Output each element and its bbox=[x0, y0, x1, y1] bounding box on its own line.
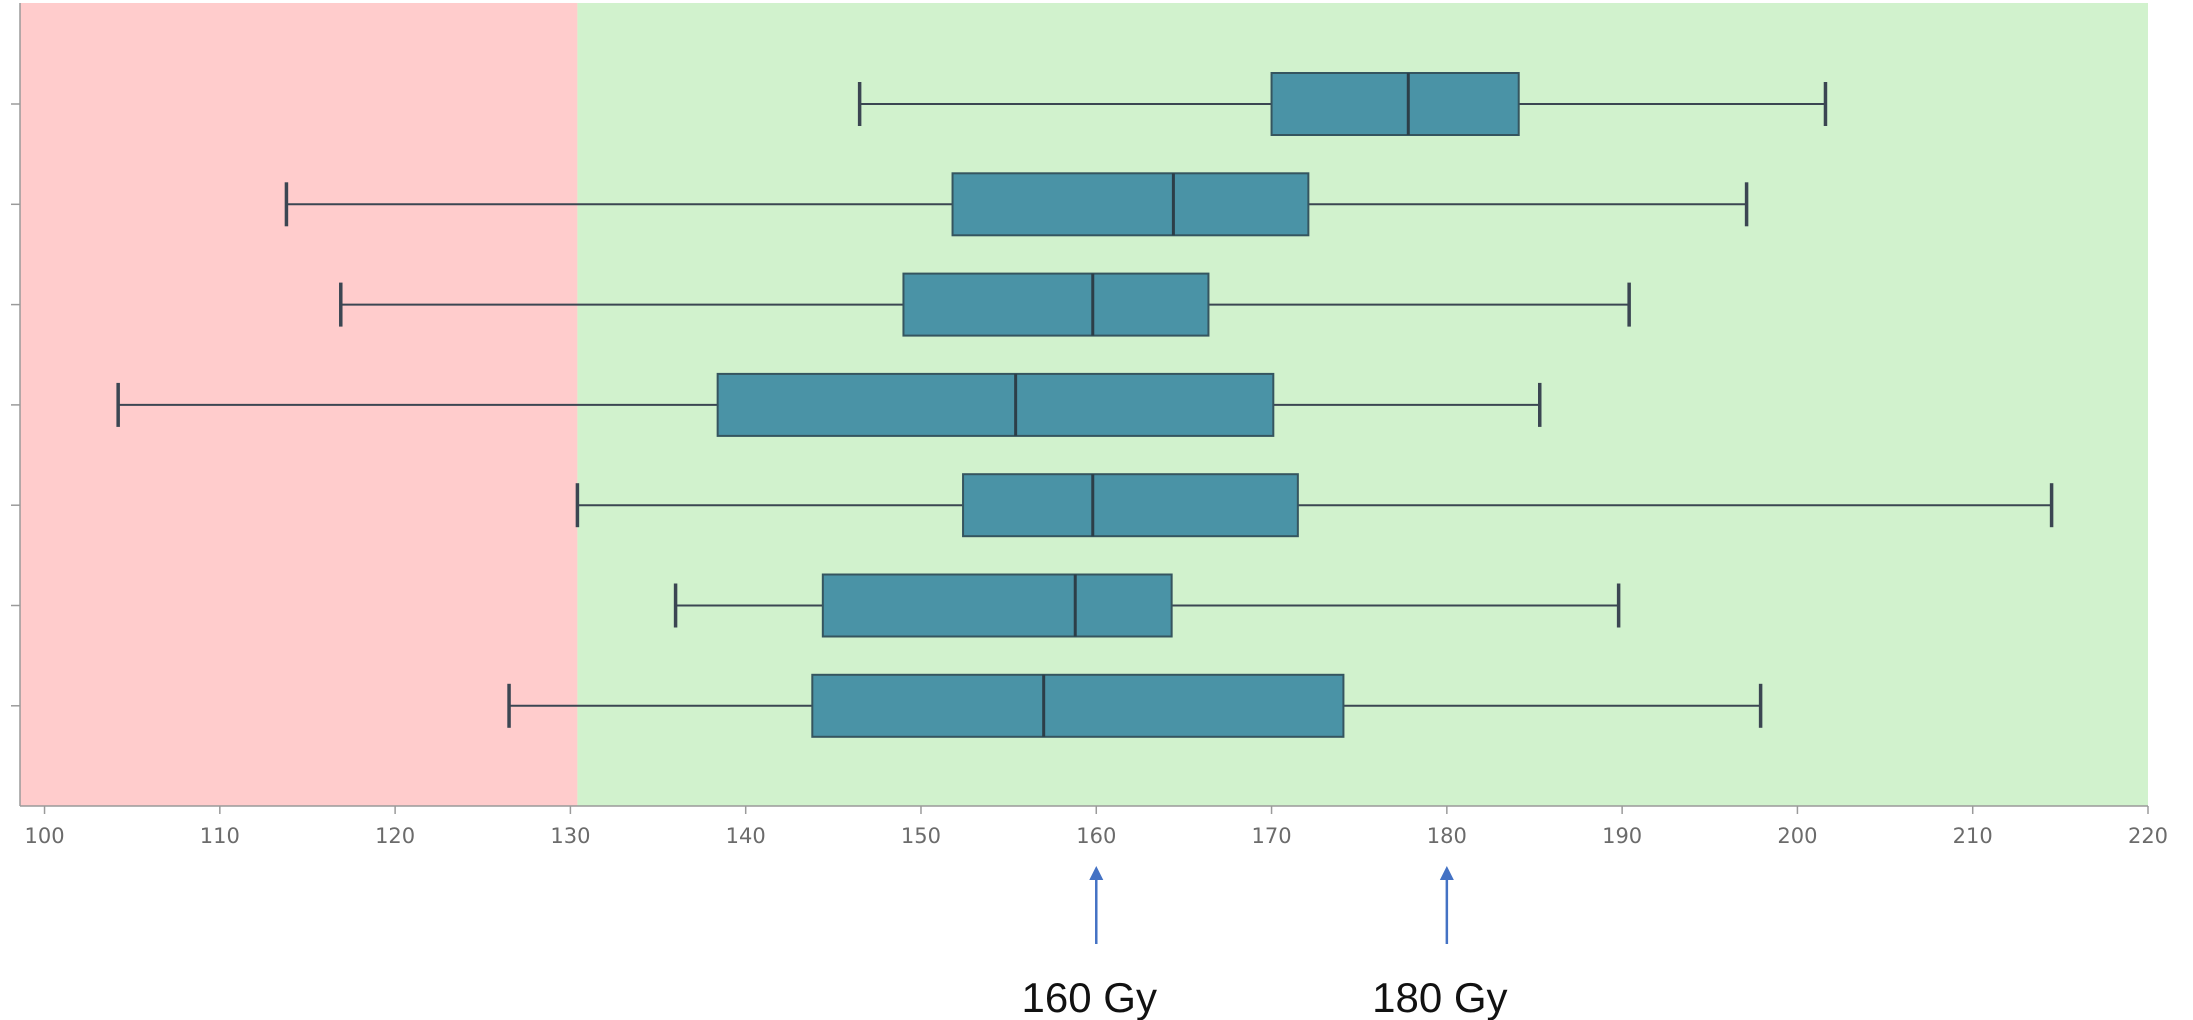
box-row-6 bbox=[507, 673, 1763, 738]
annotation-1: 180 Gy bbox=[1372, 866, 1508, 1020]
annotation-label-1: 180 Gy bbox=[1372, 974, 1507, 1020]
x-tick-label-110: 110 bbox=[200, 824, 240, 848]
box-iqr-3 bbox=[716, 372, 1275, 437]
box-row-5 bbox=[673, 573, 1621, 638]
x-tick-label-180: 180 bbox=[1427, 824, 1467, 848]
x-tick-label-120: 120 bbox=[375, 824, 415, 848]
box-iqr-2 bbox=[902, 272, 1210, 337]
x-tick-label-200: 200 bbox=[1777, 824, 1817, 848]
x-tick-label-170: 170 bbox=[1252, 824, 1292, 848]
box-iqr-6 bbox=[811, 673, 1345, 738]
box-row-0 bbox=[857, 72, 1828, 136]
axes: 100 110 120 130 140 150 160 170 180 190 200 210 220 bbox=[11, 3, 2168, 848]
box-row-4 bbox=[575, 473, 2054, 538]
x-tick-label-150: 150 bbox=[901, 824, 941, 848]
x-tick-label-130: 130 bbox=[550, 824, 590, 848]
x-tick-label-140: 140 bbox=[726, 824, 766, 848]
annotation-arrow-head-1 bbox=[1439, 866, 1454, 880]
x-tick-label-190: 190 bbox=[1602, 824, 1642, 848]
box-series bbox=[116, 72, 2054, 738]
annotation-label-0: 160 Gy bbox=[1022, 974, 1157, 1020]
box-row-2 bbox=[339, 272, 1631, 337]
box-row-3 bbox=[116, 372, 1542, 437]
box-iqr-0 bbox=[1270, 72, 1520, 136]
x-tick-label-210: 210 bbox=[1953, 824, 1993, 848]
box-iqr-1 bbox=[951, 172, 1310, 237]
box-iqr-4 bbox=[962, 473, 1299, 538]
annotations: 160 Gy 180 Gy bbox=[1022, 866, 1508, 1020]
x-tick-label-160: 160 bbox=[1076, 824, 1116, 848]
x-tick-label-220: 220 bbox=[2128, 824, 2168, 848]
annotation-arrow-head-0 bbox=[1089, 866, 1104, 880]
box-iqr-5 bbox=[821, 573, 1173, 638]
x-tick-label-100: 100 bbox=[24, 824, 64, 848]
box-row-1 bbox=[284, 172, 1749, 237]
annotation-0: 160 Gy bbox=[1022, 866, 1157, 1020]
